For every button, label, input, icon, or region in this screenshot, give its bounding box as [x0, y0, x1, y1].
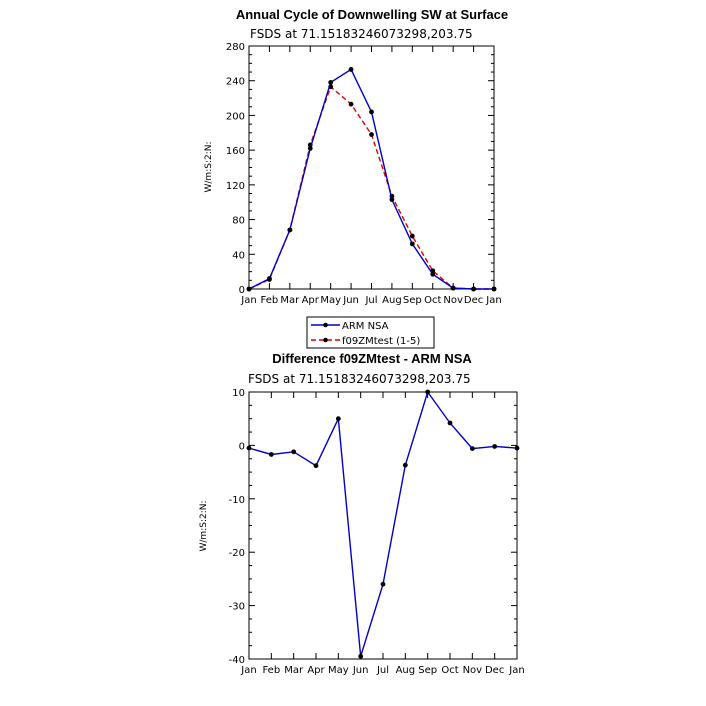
- x-tick-label: Sep: [403, 295, 422, 306]
- bottom-chart-y-axis-label: W/m:S:2:N:: [199, 501, 209, 552]
- data-point: [491, 286, 497, 292]
- series-line: [248, 68, 494, 290]
- x-tick-label: Dec: [485, 665, 504, 676]
- data-point: [471, 286, 476, 292]
- data-point: [409, 241, 415, 247]
- x-tick-label: Jan: [508, 665, 524, 676]
- y-tick-label: 0: [239, 285, 245, 296]
- x-tick-label: Feb: [261, 295, 279, 306]
- data-point: [402, 462, 408, 468]
- x-tick-label: May: [328, 665, 349, 676]
- y-tick-label: -20: [229, 548, 245, 559]
- data-point: [335, 416, 341, 422]
- y-tick-label: 0: [239, 441, 245, 452]
- data-point: [328, 80, 334, 85]
- data-point: [492, 444, 498, 449]
- data-point: [380, 581, 386, 587]
- y-tick-label: -10: [229, 495, 245, 506]
- x-tick-label: Aug: [396, 665, 416, 676]
- data-point: [287, 227, 293, 233]
- x-tick-label: Nov: [443, 295, 463, 306]
- data-point: [358, 653, 364, 659]
- data-point: [313, 463, 319, 469]
- data-point: [430, 271, 436, 277]
- data-point: [389, 197, 395, 203]
- data-point: [369, 132, 374, 137]
- x-tick-label: Sep: [418, 665, 437, 676]
- bottom-chart: Difference f09ZMtest - ARM NSA FSDS at 7…: [199, 351, 525, 676]
- x-tick-label: Aug: [382, 295, 402, 306]
- top-chart-title: Annual Cycle of Downwelling SW at Surfac…: [236, 7, 508, 22]
- x-tick-label: Mar: [284, 665, 304, 676]
- series-line: [248, 85, 494, 290]
- x-tick-label: Mar: [280, 295, 300, 306]
- top-chart-y-axis-label: W/m:S:2:N:: [204, 142, 214, 193]
- x-tick-label: Nov: [463, 665, 483, 676]
- legend-box: [306, 316, 435, 349]
- x-tick-label: Oct: [424, 295, 441, 306]
- x-tick-label: Dec: [464, 295, 483, 306]
- data-point: [348, 67, 354, 72]
- bottom-chart-title: Difference f09ZMtest - ARM NSA: [272, 351, 472, 366]
- y-tick-label: 120: [226, 181, 245, 192]
- x-tick-label: Jan: [485, 295, 501, 306]
- data-point: [291, 449, 297, 455]
- data-point: [369, 109, 374, 115]
- data-point: [447, 420, 453, 426]
- y-tick-label: 240: [226, 77, 245, 88]
- top-chart-legend: ARM NSA f09ZMtest (1-5): [306, 316, 435, 349]
- data-point: [514, 445, 520, 451]
- plot-frame: [248, 391, 518, 660]
- data-point: [348, 101, 354, 107]
- y-tick-label: 280: [226, 42, 245, 53]
- x-tick-label: Jun: [342, 295, 359, 306]
- y-tick-label: 40: [232, 250, 245, 261]
- top-chart-subtitle: FSDS at 71.15183246073298,203.75: [250, 27, 473, 41]
- y-tick-label: -40: [229, 655, 245, 666]
- data-point: [307, 146, 313, 151]
- y-tick-label: 200: [226, 111, 245, 122]
- data-point: [409, 233, 415, 239]
- x-tick-label: Jul: [364, 295, 377, 306]
- data-point: [450, 285, 456, 291]
- plot-frame: [248, 45, 495, 290]
- data-point: [425, 389, 431, 395]
- bottom-chart-subtitle: FSDS at 71.15183246073298,203.75: [248, 372, 471, 386]
- y-tick-label: -30: [229, 602, 245, 613]
- x-tick-label: Apr: [302, 295, 320, 306]
- legend-label-f09zmtest: f09ZMtest (1-5): [342, 336, 420, 347]
- data-point: [469, 446, 475, 452]
- x-tick-label: Apr: [307, 665, 325, 676]
- data-point: [246, 286, 252, 292]
- y-tick-label: 10: [232, 388, 245, 399]
- x-tick-label: Feb: [262, 665, 280, 676]
- data-point: [246, 445, 252, 451]
- series-line: [248, 390, 518, 657]
- y-tick-label: 160: [226, 146, 245, 157]
- legend-marker-f09zmtest: [323, 337, 328, 343]
- data-point: [267, 276, 272, 281]
- x-tick-label: Jan: [240, 295, 256, 306]
- top-chart: Annual Cycle of Downwelling SW at Surfac…: [204, 7, 508, 349]
- legend-marker-arm-nsa: [323, 322, 328, 328]
- legend-label-arm-nsa: ARM NSA: [342, 321, 389, 332]
- x-tick-label: Jun: [352, 665, 369, 676]
- x-tick-label: Oct: [441, 665, 458, 676]
- x-tick-label: May: [320, 295, 341, 306]
- x-tick-label: Jan: [240, 665, 256, 676]
- y-tick-label: 80: [232, 216, 245, 227]
- x-tick-label: Jul: [376, 665, 389, 676]
- data-point: [268, 452, 274, 457]
